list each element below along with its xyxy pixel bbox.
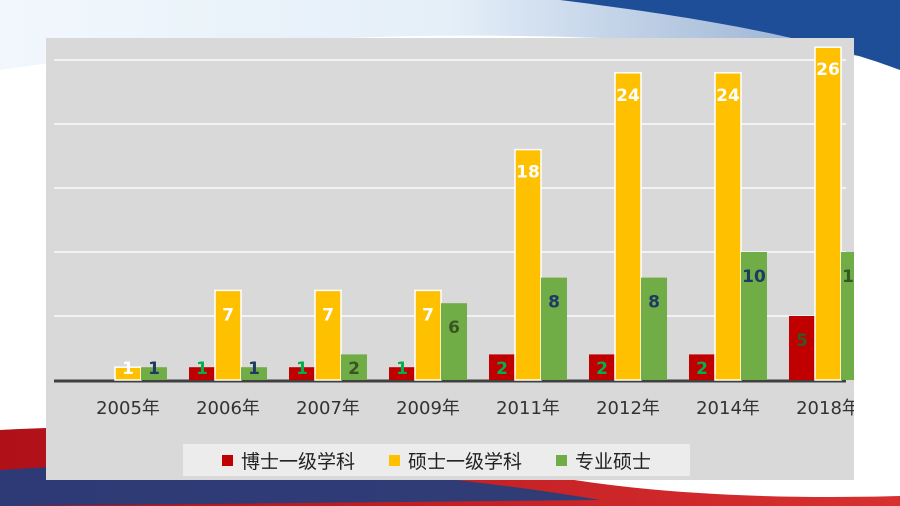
legend-swatch-doctor bbox=[221, 454, 233, 466]
data-label-doctor-4: 2 bbox=[496, 359, 508, 379]
data-label-master-7: 26 bbox=[816, 60, 840, 80]
bar-professional-6 bbox=[741, 252, 767, 380]
data-label-master-3: 7 bbox=[422, 305, 434, 325]
x-tick-label-1: 2006年 bbox=[196, 398, 260, 419]
bar-doctor-1 bbox=[189, 367, 215, 380]
bar-doctor-2 bbox=[289, 367, 315, 380]
bar-master-7 bbox=[814, 46, 842, 381]
x-tick-label-2: 2007年 bbox=[296, 398, 360, 419]
bar-doctor-5 bbox=[589, 354, 615, 380]
legend-label-master: 硕士一级学科 bbox=[407, 450, 522, 473]
data-label-doctor-3: 1 bbox=[396, 359, 408, 379]
legend-item-professional: 专业硕士 bbox=[556, 447, 651, 474]
data-label-professional-6: 10 bbox=[742, 267, 766, 287]
data-label-professional-0: 1 bbox=[148, 359, 160, 379]
chart-legend: 博士一级学科 硕士一级学科 专业硕士 bbox=[183, 444, 690, 476]
x-tick-labels: 2005年 2006年 2007年 2009年 2011年 2012年 2014年 2018年 bbox=[96, 398, 854, 419]
data-label-professional-7: 10 bbox=[842, 267, 854, 287]
x-tick-label-6: 2014年 bbox=[696, 398, 760, 419]
bars bbox=[114, 46, 854, 381]
bar-professional-4 bbox=[541, 277, 567, 380]
legend-item-master: 硕士一级学科 bbox=[388, 447, 522, 474]
bar-professional-5 bbox=[641, 277, 667, 380]
data-label-professional-4: 8 bbox=[548, 293, 560, 313]
data-label-doctor-1: 1 bbox=[196, 359, 208, 379]
data-label-doctor-2: 1 bbox=[296, 359, 308, 379]
bar-professional-1 bbox=[241, 367, 267, 380]
legend-label-doctor: 博士一级学科 bbox=[240, 450, 355, 473]
data-label-master-6: 24 bbox=[716, 86, 740, 106]
bar-master-1 bbox=[214, 289, 242, 381]
data-label-master-0: 1 bbox=[122, 359, 134, 379]
bar-doctor-7 bbox=[789, 316, 815, 380]
data-label-master-4: 18 bbox=[516, 163, 540, 183]
bar-doctor-3 bbox=[389, 367, 415, 380]
bar-professional-3 bbox=[441, 303, 467, 380]
data-label-master-5: 24 bbox=[616, 86, 640, 106]
data-label-professional-2: 2 bbox=[348, 359, 360, 379]
x-tick-label-5: 2012年 bbox=[596, 398, 660, 419]
bar-master-5 bbox=[614, 72, 642, 381]
bar-master-6 bbox=[714, 72, 742, 381]
legend-label-professional: 专业硕士 bbox=[575, 450, 652, 473]
bar-doctor-6 bbox=[689, 354, 715, 380]
data-label-master-1: 7 bbox=[222, 305, 234, 325]
bar-master-2 bbox=[314, 289, 342, 381]
data-label-professional-3: 6 bbox=[448, 318, 460, 338]
data-label-doctor-6: 2 bbox=[696, 359, 708, 379]
data-labels: 11171172176218822482241052610 bbox=[122, 60, 854, 379]
x-tick-label-3: 2009年 bbox=[396, 398, 460, 419]
bar-professional-7 bbox=[841, 252, 854, 380]
bar-doctor-4 bbox=[489, 354, 515, 380]
legend-item-doctor: 博士一级学科 bbox=[221, 447, 355, 474]
bar-professional-2 bbox=[341, 354, 367, 380]
bar-master-4 bbox=[514, 148, 542, 381]
data-label-doctor-7: 5 bbox=[796, 331, 808, 351]
x-tick-label-4: 2011年 bbox=[496, 398, 560, 419]
bar-master-3 bbox=[414, 289, 442, 381]
bar-professional-0 bbox=[141, 367, 167, 380]
bar-chart: 11171172176218822482241052610 2005年2006年… bbox=[54, 46, 854, 419]
data-label-professional-1: 1 bbox=[248, 359, 260, 379]
x-tick-label-0: 2005年 bbox=[96, 398, 160, 419]
data-label-doctor-5: 2 bbox=[596, 359, 608, 379]
x-tick-label-7: 2018年 bbox=[796, 398, 854, 419]
legend-swatch-professional bbox=[556, 454, 567, 466]
data-label-professional-5: 8 bbox=[648, 293, 660, 313]
legend-swatch-master bbox=[388, 454, 400, 466]
data-label-master-2: 7 bbox=[322, 305, 334, 325]
